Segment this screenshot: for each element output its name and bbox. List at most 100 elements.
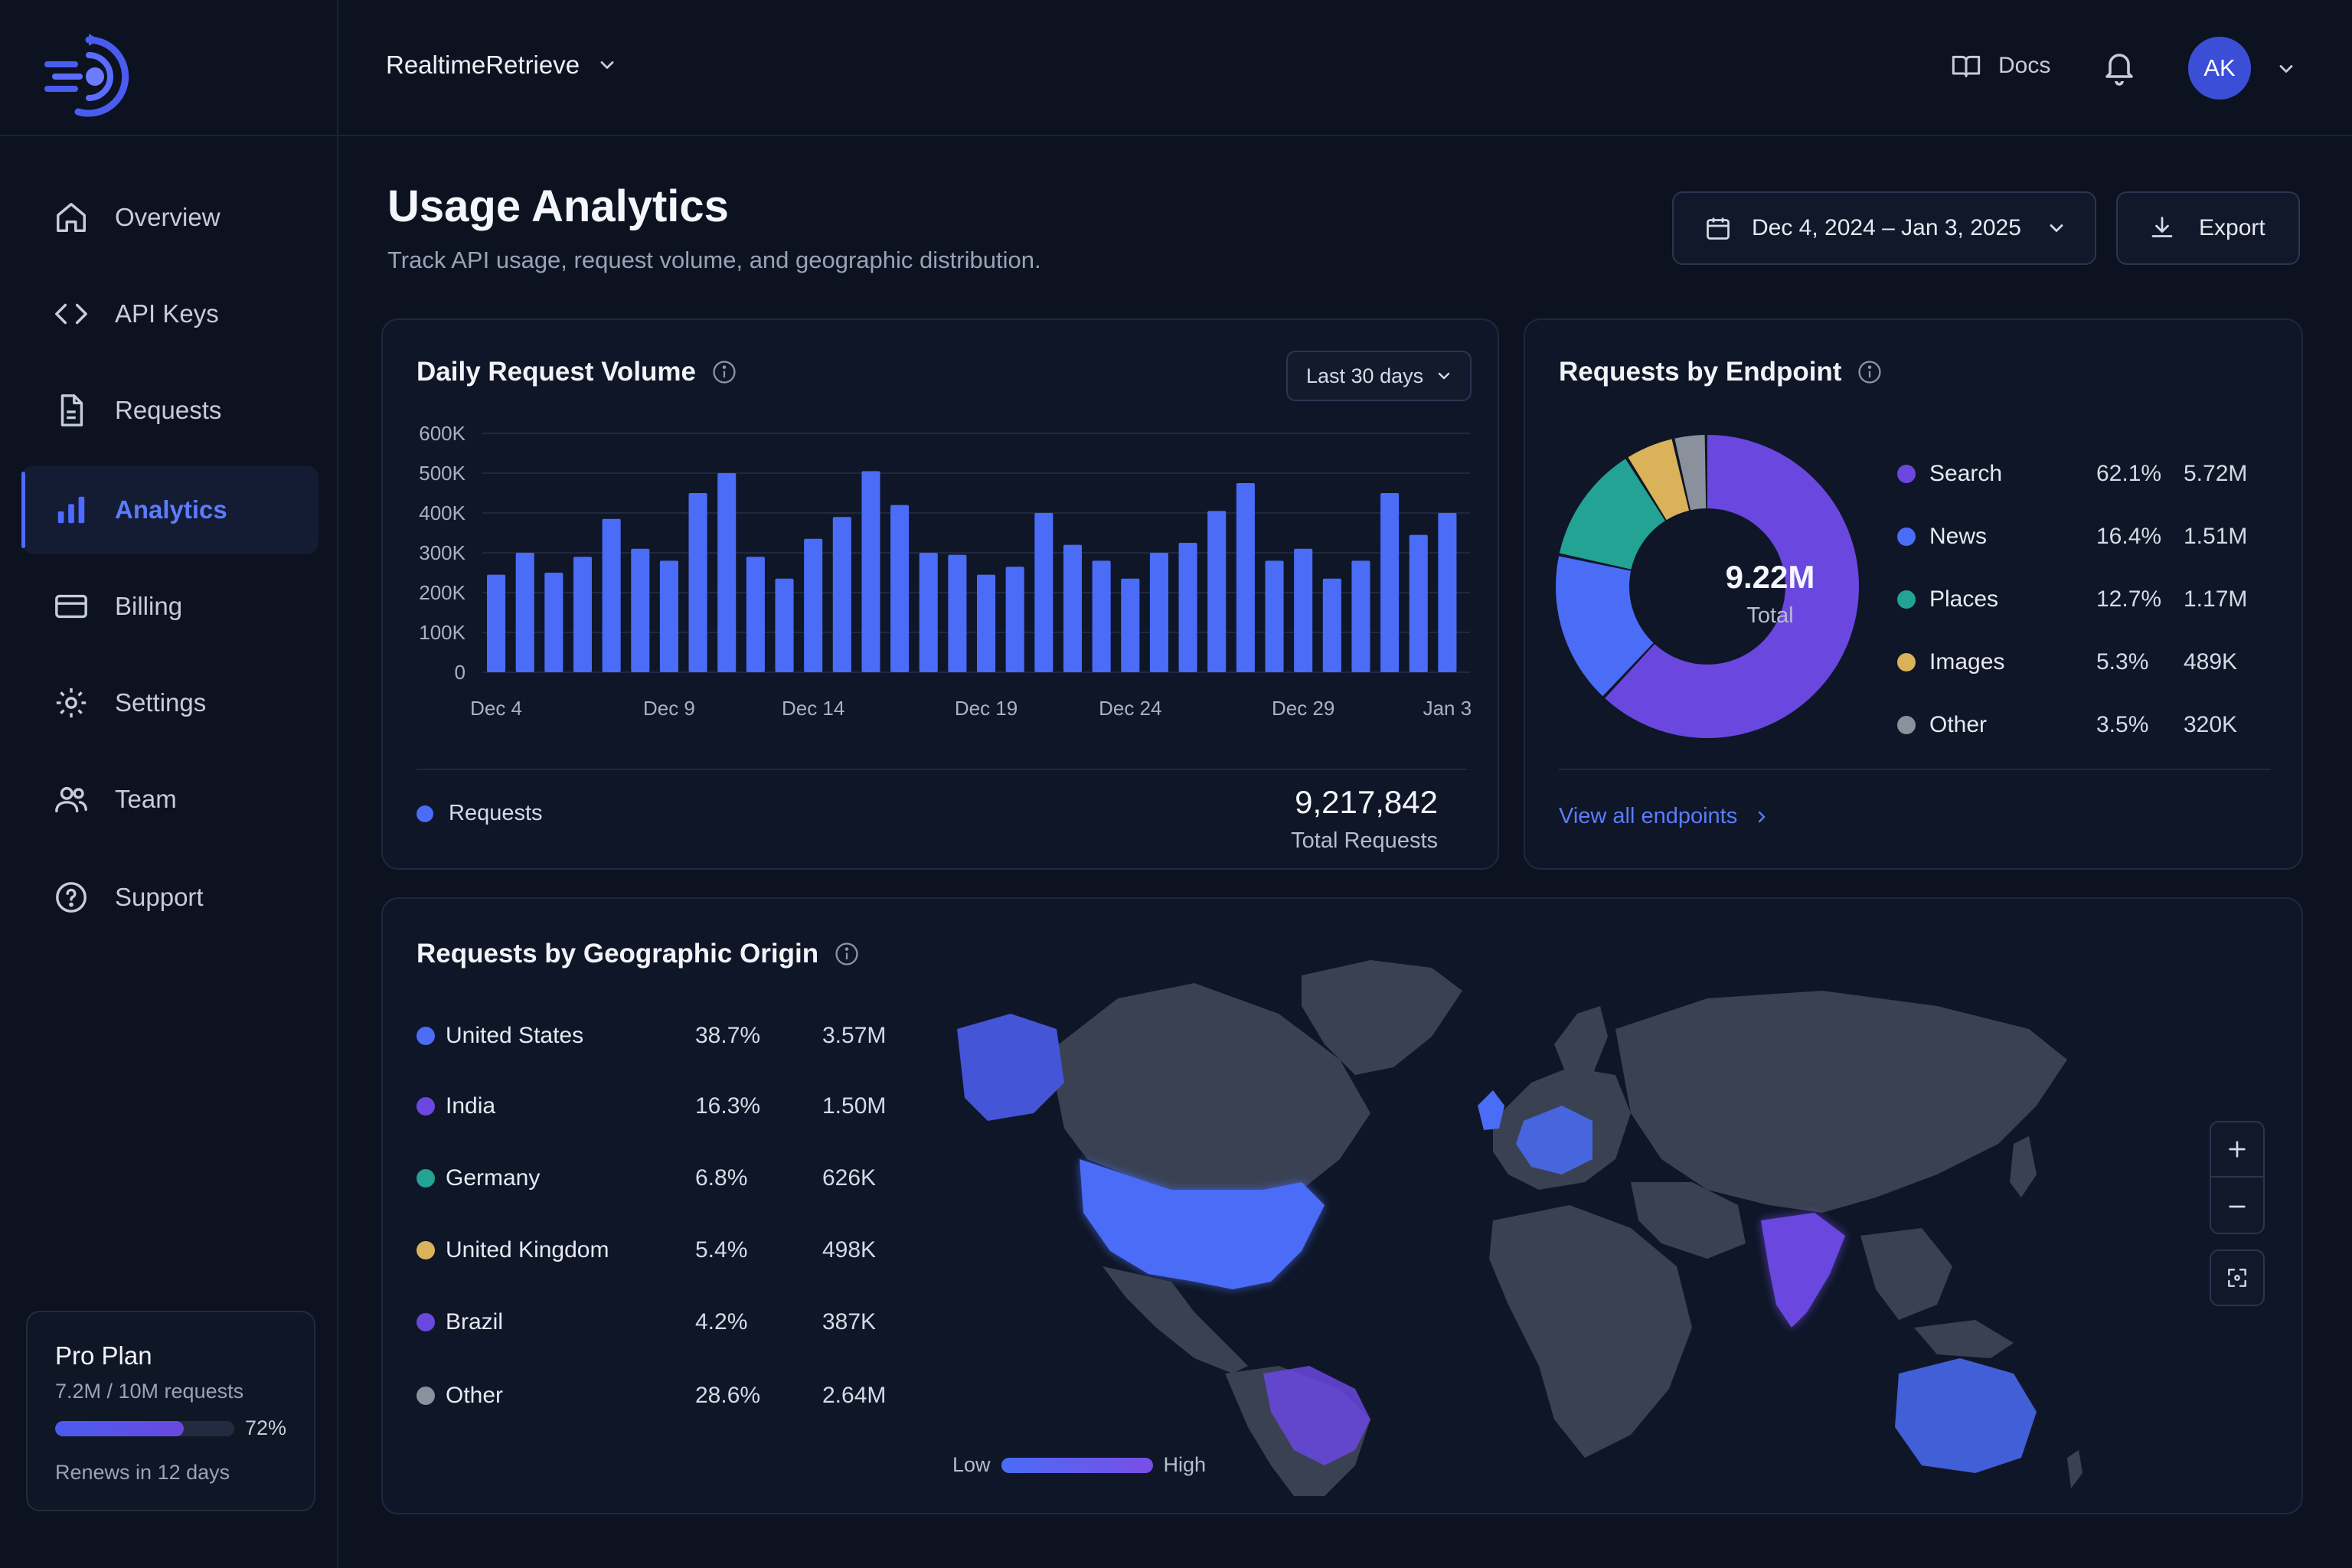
bar <box>1322 578 1341 672</box>
legend-dot <box>416 1313 435 1331</box>
sidebar-item-label: Requests <box>115 396 222 424</box>
bar <box>573 557 593 672</box>
user-avatar[interactable]: AK <box>2188 37 2251 100</box>
bar <box>919 553 938 672</box>
fit-map-button[interactable] <box>2210 1250 2265 1306</box>
card-title: Requests by Geographic Origin <box>416 939 860 969</box>
project-switcher[interactable]: RealtimeRetrieve <box>386 51 618 80</box>
logo-icon[interactable] <box>41 32 136 121</box>
endpoint-donut-chart <box>1556 435 1859 738</box>
x-tick-label: Dec 24 <box>1099 697 1161 720</box>
view-all-endpoints-link[interactable]: View all endpoints <box>1559 804 1771 829</box>
bar <box>487 574 506 672</box>
bar <box>1034 513 1054 672</box>
bar <box>804 538 823 672</box>
legend-dot <box>416 805 433 822</box>
daily-volume-title: Daily Request Volume <box>416 357 697 387</box>
export-button[interactable]: Export <box>2116 191 2300 265</box>
total-requests-value: 9,217,842 <box>1295 784 1438 820</box>
date-range-picker[interactable]: Dec 4, 2024 – Jan 3, 2025 <box>1672 191 2096 265</box>
document-icon <box>60 394 83 426</box>
info-icon[interactable] <box>1857 359 1883 385</box>
country-value: 626K <box>822 1165 877 1191</box>
x-tick-label: Jan 3 <box>1423 697 1472 720</box>
map-region-australia[interactable] <box>1895 1358 2037 1473</box>
sidebar-item-requests[interactable]: Requests <box>21 366 318 455</box>
chevron-down-icon[interactable] <box>2275 58 2297 80</box>
endpoint-value: 1.51M <box>2184 524 2248 549</box>
geo-row: India 16.3% 1.50M <box>416 1087 891 1125</box>
bar <box>775 578 794 672</box>
plan-renews-text: Renews in 12 days <box>55 1461 230 1484</box>
docs-link[interactable]: Docs <box>1951 51 2050 81</box>
gear-icon <box>56 688 87 718</box>
bar <box>1207 511 1227 672</box>
notification-bell-icon[interactable] <box>2101 47 2138 87</box>
map-region-mexico[interactable] <box>1102 1266 1248 1374</box>
country-pct: 16.3% <box>695 1093 761 1119</box>
sidebar-divider <box>0 135 338 136</box>
map-region-asia[interactable] <box>1615 991 2067 1213</box>
sidebar-item-team[interactable]: Team <box>21 755 318 844</box>
y-tick-label: 300K <box>419 541 466 564</box>
sidebar-item-api-keys[interactable]: API Keys <box>21 270 318 358</box>
map-region-africa[interactable] <box>1489 1205 1692 1458</box>
sidebar-item-support[interactable]: Support <box>21 853 318 942</box>
map-region-brazil[interactable] <box>1263 1366 1370 1465</box>
bar <box>1092 560 1111 672</box>
bar <box>717 473 737 672</box>
endpoint-row: News 16.4% 1.51M <box>1897 518 2280 556</box>
home-icon <box>57 203 86 232</box>
bar <box>1265 560 1284 672</box>
total-requests-label: Total Requests <box>1291 828 1438 853</box>
map-region-canada[interactable] <box>1049 983 1370 1197</box>
divider <box>416 769 1467 770</box>
sidebar-item-overview[interactable]: Overview <box>21 173 318 262</box>
endpoint-pct: 5.3% <box>2096 649 2149 675</box>
country-name: Other <box>446 1383 504 1408</box>
x-tick-label: Dec 9 <box>643 697 695 720</box>
sidebar-item-billing[interactable]: Billing <box>21 562 318 651</box>
endpoint-name: Places <box>1929 586 1999 612</box>
sidebar-item-settings[interactable]: Settings <box>21 658 318 747</box>
map-region-germany[interactable] <box>1516 1106 1592 1174</box>
x-tick-label: Dec 4 <box>470 697 522 720</box>
bar <box>1380 493 1400 672</box>
country-pct: 5.4% <box>695 1237 748 1263</box>
endpoint-card: Requests by Endpoint 9.22M Total Search … <box>1524 318 2303 870</box>
bar <box>861 471 880 672</box>
bar <box>515 553 534 672</box>
map-region-greenland[interactable] <box>1302 960 1462 1075</box>
page-subtitle: Track API usage, request volume, and geo… <box>387 247 1041 273</box>
sidebar-item-label: Settings <box>115 688 207 717</box>
map-region-scandinavia[interactable] <box>1554 1006 1608 1083</box>
map-region-japan[interactable] <box>2010 1136 2037 1197</box>
map-region-united-kingdom[interactable] <box>1478 1090 1504 1130</box>
map-region-alaska[interactable] <box>957 1014 1064 1121</box>
map-region-middle-east[interactable] <box>1631 1182 1746 1259</box>
sidebar-item-label: Billing <box>115 592 183 620</box>
info-icon[interactable] <box>834 941 860 967</box>
bar <box>890 505 910 672</box>
plan-name: Pro Plan <box>55 1341 152 1370</box>
country-pct: 4.2% <box>695 1309 748 1334</box>
sidebar-item-analytics[interactable]: Analytics <box>21 466 318 554</box>
legend-dot <box>416 1097 435 1116</box>
sidebar-item-label: Team <box>115 785 177 813</box>
y-tick-label: 600K <box>419 422 466 445</box>
endpoint-row: Places 12.7% 1.17M <box>1897 580 2280 619</box>
bar <box>1294 548 1313 672</box>
zoom-out-button[interactable] <box>2211 1179 2263 1234</box>
endpoint-name: Other <box>1929 712 1988 737</box>
world-map[interactable] <box>942 929 2136 1496</box>
map-region-southeast-asia[interactable] <box>1860 1228 1952 1320</box>
x-tick-label: Dec 19 <box>955 697 1018 720</box>
legend-dot <box>1897 653 1916 671</box>
range-select[interactable]: Last 30 days <box>1286 351 1472 401</box>
info-icon[interactable] <box>711 359 737 385</box>
plan-card[interactable]: Pro Plan 7.2M / 10M requests 72% Renews … <box>26 1311 315 1511</box>
bar <box>1351 560 1370 672</box>
zoom-in-button[interactable] <box>2211 1122 2263 1178</box>
y-tick-label: 100K <box>419 621 466 644</box>
country-pct: 28.6% <box>695 1383 761 1408</box>
